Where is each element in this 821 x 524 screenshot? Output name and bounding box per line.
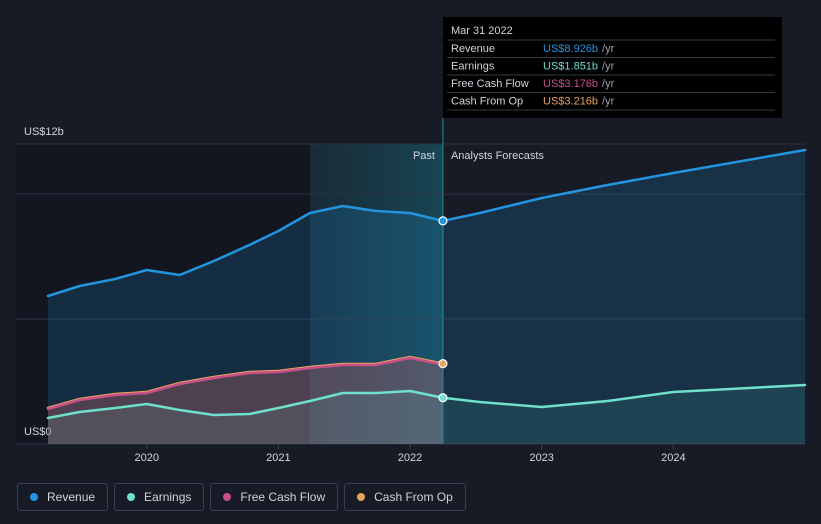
area [48, 358, 443, 444]
line [46, 148, 807, 298]
tooltip-value: US$8.926b/yr [543, 43, 615, 55]
tooltip-label: Revenue [451, 43, 495, 55]
legend: Revenue Earnings Free Cash Flow Cash From O… [17, 483, 466, 511]
x-tick-label: 2024 [661, 452, 685, 464]
tooltip-label: Free Cash Flow [451, 78, 529, 90]
legend-label: Free Cash Flow [240, 490, 326, 504]
y-tick-label: US$12b [24, 126, 64, 138]
tooltip-value: US$3.176b/yr [543, 78, 615, 90]
tooltip-unit: /yr [602, 60, 615, 72]
tooltip-value-number: US$3.176b [543, 78, 598, 90]
legend-label: Revenue [47, 490, 96, 504]
x-tick-label: 2021 [266, 452, 290, 464]
tooltip-label: Cash From Op [451, 95, 523, 107]
tooltip-label: Earnings [451, 60, 495, 72]
legend-swatch [357, 493, 366, 501]
area [48, 357, 443, 444]
tooltip-box [443, 17, 782, 118]
legend-item[interactable]: Cash From Op [344, 483, 466, 511]
tooltip-value: US$1.851b/yr [543, 60, 615, 72]
y-tick-label: US$0 [24, 426, 52, 438]
legend-label: Earnings [144, 490, 192, 504]
area [48, 150, 805, 444]
legend-swatch [127, 493, 136, 501]
tooltip-value-number: US$8.926b [543, 43, 598, 55]
chart: US$0 US$12b 2020 2021 2022 2023 2024 Past Analys… [16, 17, 807, 464]
point [438, 216, 448, 226]
tooltip-value-number: US$1.851b [543, 60, 598, 72]
x-tick-label: 2022 [398, 452, 422, 464]
x-tick-label: 2020 [134, 452, 158, 464]
line [46, 383, 807, 420]
tooltip-unit: /yr [602, 95, 615, 107]
legend-swatch [30, 493, 38, 501]
point [438, 393, 448, 403]
point [438, 359, 448, 369]
legend-swatch [223, 493, 232, 501]
tooltip-unit: /yr [602, 78, 615, 90]
legend-label: Cash From Op [374, 490, 453, 504]
legend-item[interactable]: Free Cash Flow [210, 483, 339, 511]
x-tick-label: 2023 [529, 452, 553, 464]
tooltip-value: US$3.216b/yr [543, 95, 615, 107]
area [48, 385, 805, 444]
tooltip-unit: /yr [602, 43, 615, 55]
past-label: Past [413, 150, 435, 162]
line [46, 356, 445, 411]
forecast-label: Analysts Forecasts [451, 150, 544, 162]
legend-item[interactable]: Earnings [114, 483, 205, 511]
tooltip-value-number: US$3.216b [543, 95, 598, 107]
tooltip-title: Mar 31 2022 [451, 25, 513, 37]
legend-item[interactable]: Revenue [17, 483, 109, 511]
tooltip: Mar 31 2022 Revenue US$8.926b/yr Earnings US… [443, 17, 782, 118]
